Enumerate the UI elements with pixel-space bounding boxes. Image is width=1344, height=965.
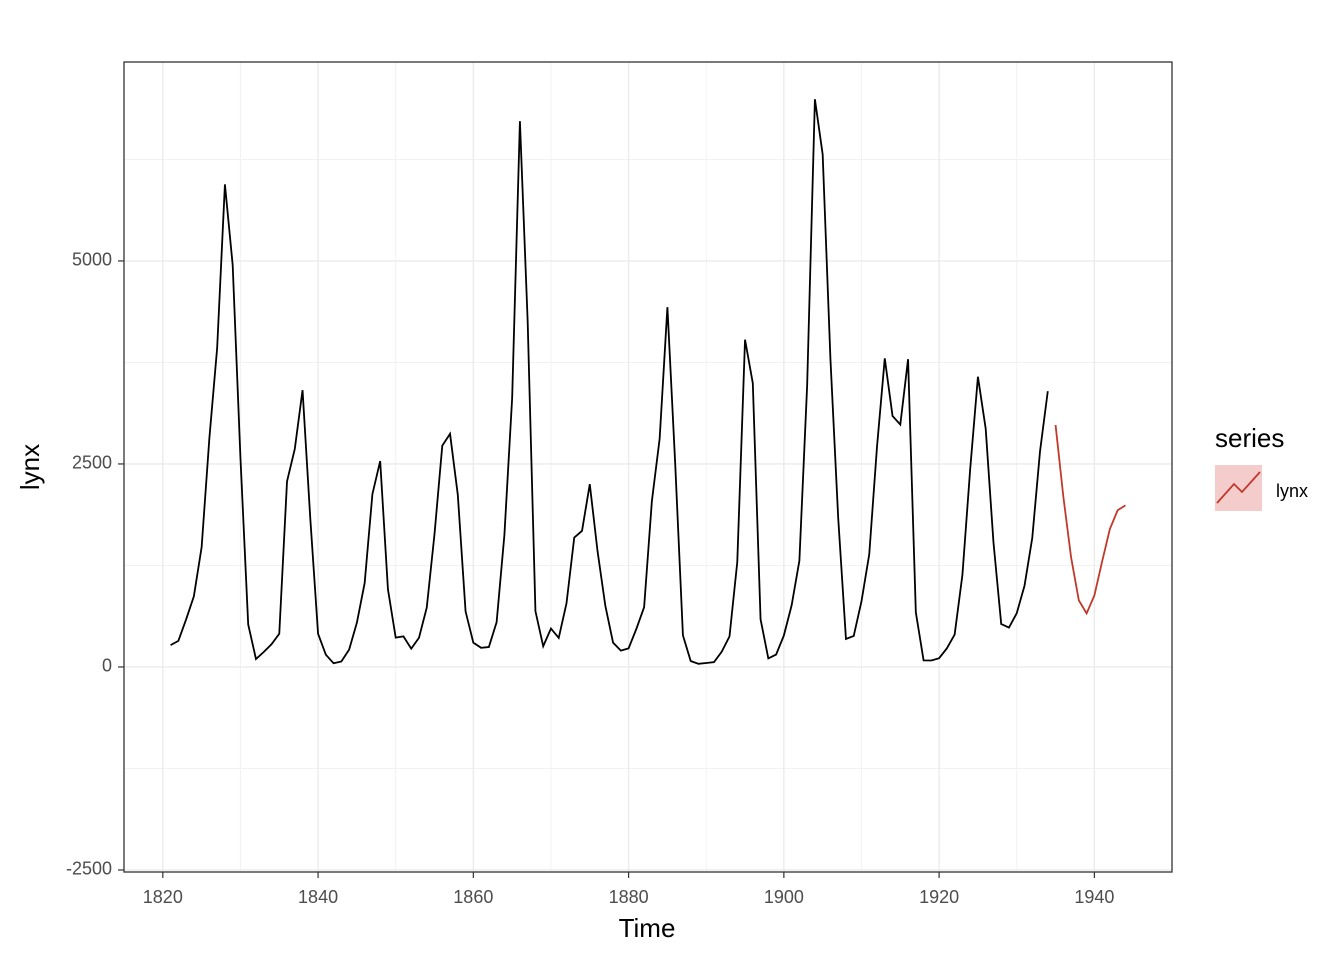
x-tick-label: 1940	[1074, 887, 1114, 907]
y-tick-label: 0	[102, 656, 112, 676]
x-tick-label: 1840	[298, 887, 338, 907]
x-tick-label: 1900	[764, 887, 804, 907]
x-tick-label: 1820	[143, 887, 183, 907]
x-tick-label: 1880	[609, 887, 649, 907]
legend-label: lynx	[1276, 481, 1308, 501]
x-tick-label: 1860	[453, 887, 493, 907]
legend-title: series	[1215, 423, 1284, 453]
y-axis-title: lynx	[15, 444, 45, 490]
series-line	[170, 99, 1049, 665]
y-tick-label: 5000	[72, 250, 112, 270]
legend-swatch	[1216, 471, 1261, 504]
x-tick-label: 1920	[919, 887, 959, 907]
y-tick-label: 2500	[72, 453, 112, 473]
plot-border	[123, 61, 1173, 873]
y-tick-label: -2500	[66, 859, 112, 879]
plot-panel	[124, 62, 1172, 872]
x-axis-title: Time	[619, 913, 676, 943]
series-line	[1054, 424, 1126, 616]
